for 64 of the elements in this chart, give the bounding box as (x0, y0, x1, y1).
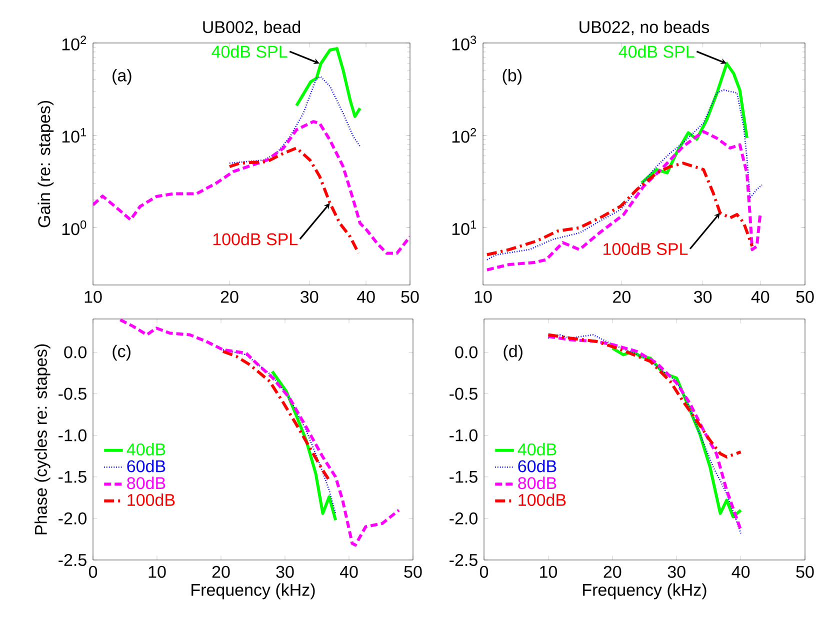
annotation: (a) (112, 68, 132, 85)
line-series (222, 349, 336, 514)
x-tick-label: 40 (340, 566, 358, 578)
y-tick-label: -2.0 (58, 512, 86, 524)
y-tick-label: -1.5 (450, 470, 478, 483)
legend-label: 60dB (518, 460, 556, 472)
line-series (221, 350, 331, 482)
legend-label: 60dB (127, 460, 166, 472)
y-tick-label: -1.0 (58, 429, 86, 442)
y-tick-label: 10$^{2}$ (62, 36, 86, 50)
y-tick-label: 10$^{0}$ (62, 220, 86, 236)
x-tick-label: 30 (668, 566, 686, 578)
x-axis-title: Frequency (kHz) (583, 583, 706, 600)
annotation: (c) (112, 344, 130, 361)
x-tick-label: 10 (540, 566, 557, 578)
y-tick-label: -0.5 (58, 388, 86, 400)
y-tick-label: -2.5 (450, 554, 478, 566)
x-tick-label: 0 (88, 566, 98, 578)
y-tick-label: 10$^{1}$ (62, 128, 86, 143)
y-axis-title: Gain (re: stapes) (38, 100, 54, 228)
y-tick-label: 10$^{1}$ (452, 220, 476, 236)
x-tick-label: 40 (751, 290, 770, 303)
annotation: 40dB SPL (618, 45, 694, 58)
legend-label: 100dB (518, 494, 566, 506)
annotation: 100dB SPL (604, 242, 688, 256)
y-tick-label: -0.5 (450, 388, 478, 400)
x-tick-label: 30 (694, 290, 712, 303)
x-tick-label: 20 (604, 566, 622, 578)
y-tick-label: 10$^{3}$ (452, 36, 476, 50)
y-tick-label: -1.0 (450, 429, 478, 442)
x-tick-label: 20 (212, 566, 230, 578)
x-tick-label: 50 (404, 566, 422, 578)
annotation: (d) (504, 344, 522, 361)
x-tick-label: 50 (796, 290, 814, 303)
y-tick-label: -2.0 (450, 512, 478, 524)
x-tick-label: 40 (732, 566, 750, 578)
legend-label: 40dB (518, 442, 556, 456)
x-tick-label: 0 (480, 566, 488, 578)
legend-label: 80dB (127, 476, 166, 490)
annotation: (b) (502, 68, 522, 85)
y-tick-label: -1.5 (58, 470, 86, 483)
x-tick-label: 30 (276, 566, 294, 578)
y-tick-label: 0.0 (64, 346, 86, 358)
x-tick-label: 10 (148, 566, 166, 578)
legend-label: 100dB (128, 494, 175, 506)
x-tick-label: 20 (613, 290, 630, 303)
chart-title: UB022, no beads (580, 20, 710, 36)
chart-title: UB002, bead (203, 20, 300, 36)
x-tick-label: 50 (401, 290, 419, 303)
y-tick-label: -2.5 (58, 554, 86, 566)
annotation: 40dB SPL (212, 45, 288, 58)
legend-label: 40dB (126, 442, 166, 456)
x-tick-label: 30 (300, 290, 318, 303)
x-tick-label: 10 (84, 290, 102, 303)
x-tick-label: 20 (220, 290, 238, 303)
y-axis-title: Phase (cycles re: stapes) (34, 344, 50, 534)
y-tick-label: 10$^{2}$ (452, 128, 476, 143)
x-tick-label: 50 (796, 566, 814, 578)
x-tick-label: 40 (357, 290, 375, 303)
legend-label: 80dB (518, 476, 556, 490)
x-axis-title: Frequency (kHz) (192, 583, 315, 600)
y-tick-label: 0.0 (455, 346, 478, 358)
x-tick-label: 10 (474, 290, 492, 303)
annotation: 100dB SPL (213, 232, 298, 246)
